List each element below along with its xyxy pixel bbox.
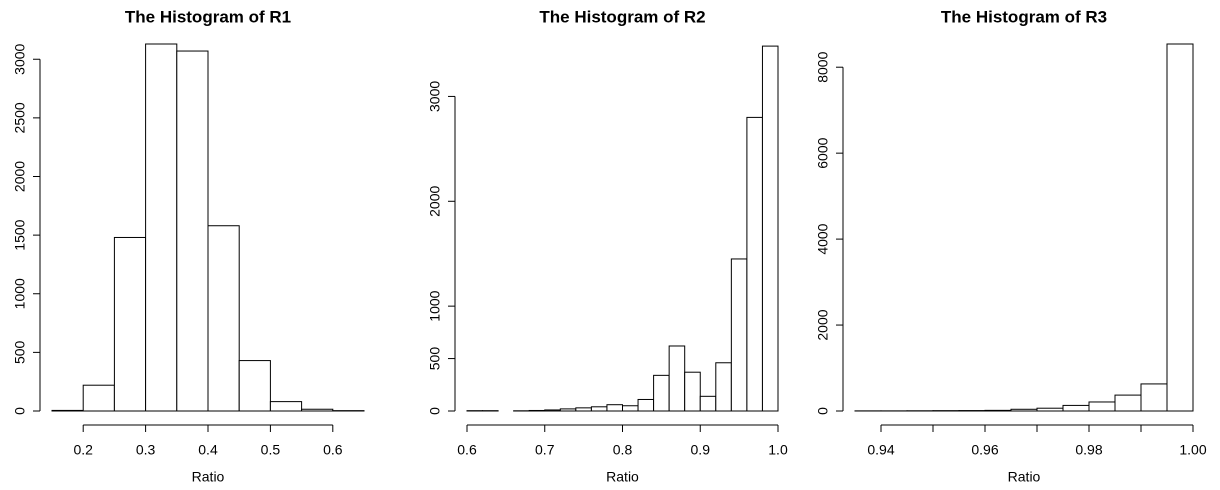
y-tick-label: 0 <box>815 407 831 415</box>
x-axis-label: Ratio <box>192 469 225 485</box>
bar <box>575 407 592 412</box>
y-tick-label: 2000 <box>12 161 28 192</box>
y-tick-label: 1500 <box>12 219 28 250</box>
x-tick-label: 0.94 <box>867 442 894 458</box>
bar <box>590 406 608 412</box>
x-tick-label: 0.7 <box>535 442 555 458</box>
y-tick-label: 0 <box>12 407 28 415</box>
bar <box>622 405 639 412</box>
x-tick-label: 0.2 <box>73 442 93 458</box>
bar <box>559 408 577 412</box>
bar <box>606 404 624 412</box>
y-tick-label: 3000 <box>427 81 443 112</box>
bar <box>145 43 178 412</box>
x-tick-label: 0.3 <box>136 442 156 458</box>
bar <box>637 398 655 412</box>
bar <box>1088 401 1116 412</box>
x-tick-label: 1.00 <box>1179 442 1206 458</box>
bar <box>1140 383 1168 412</box>
bar <box>1166 43 1194 412</box>
y-tick-label: 0 <box>427 407 443 415</box>
bar <box>1010 408 1038 412</box>
bar <box>82 384 115 412</box>
chart-title: The Histogram of R1 <box>125 7 291 26</box>
bar <box>113 236 147 412</box>
bar <box>746 116 763 412</box>
bar <box>984 409 1012 412</box>
bar <box>269 401 303 412</box>
bar <box>528 409 546 412</box>
bar <box>761 45 779 412</box>
bar <box>1062 404 1090 412</box>
bar <box>1036 407 1064 412</box>
x-tick-label: 1.0 <box>768 442 788 458</box>
bar <box>715 362 732 412</box>
y-tick-label: 2000 <box>815 309 831 340</box>
bar <box>684 371 701 412</box>
y-tick-label: 8000 <box>815 51 831 82</box>
x-tick-label: 0.96 <box>971 442 998 458</box>
y-tick-label: 2000 <box>427 186 443 217</box>
y-tick-label: 6000 <box>815 137 831 168</box>
x-tick-label: 0.9 <box>691 442 711 458</box>
y-tick-label: 3000 <box>12 43 28 74</box>
x-tick-label: 0.6 <box>457 442 477 458</box>
x-axis-label: Ratio <box>1008 469 1041 485</box>
chart-title: The Histogram of R3 <box>941 7 1107 26</box>
chart-title: The Histogram of R2 <box>539 7 705 26</box>
bar <box>51 409 84 412</box>
bar <box>544 409 561 412</box>
bar <box>1114 394 1142 412</box>
x-tick-label: 0.8 <box>613 442 633 458</box>
bar <box>653 374 670 412</box>
bar <box>730 258 748 412</box>
y-tick-label: 1000 <box>12 278 28 309</box>
bar <box>207 225 240 412</box>
x-tick-label: 0.5 <box>261 442 281 458</box>
bar <box>238 360 271 412</box>
x-tick-label: 0.4 <box>198 442 218 458</box>
bar <box>668 345 686 412</box>
y-tick-label: 4000 <box>815 223 831 254</box>
y-tick-label: 500 <box>427 347 443 371</box>
x-tick-label: 0.98 <box>1075 442 1102 458</box>
bar <box>176 50 209 412</box>
y-tick-label: 1000 <box>427 290 443 321</box>
x-axis-label: Ratio <box>606 469 639 485</box>
bar <box>699 395 717 412</box>
x-tick-label: 0.6 <box>323 442 343 458</box>
bar <box>301 408 334 412</box>
y-tick-label: 2500 <box>12 102 28 133</box>
y-tick-label: 500 <box>12 340 28 364</box>
